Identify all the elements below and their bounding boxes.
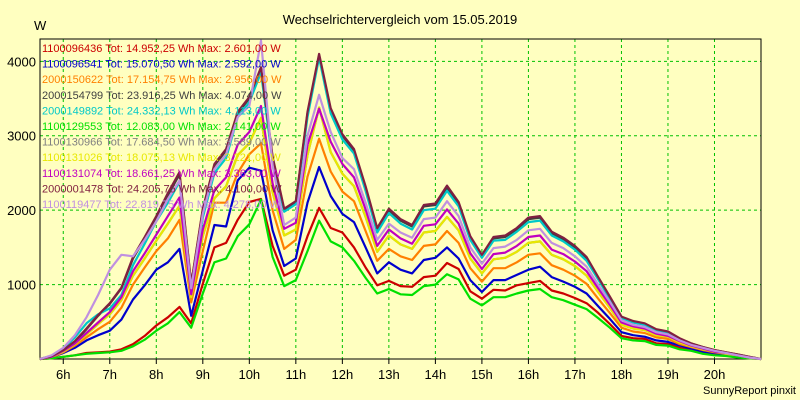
x-tick-label: 15h [471,367,493,382]
x-tick-label: 18h [611,367,633,382]
x-tick-label: 7h [103,367,117,382]
series-line-10 [39,52,762,361]
y-tick-label: 4000 [7,54,36,69]
x-tick-label: 20h [704,367,726,382]
series-line-8 [39,106,762,361]
x-tick-label: 13h [378,367,400,382]
series-line-11 [39,39,762,361]
x-tick-label: 8h [149,367,163,382]
legend: 1100096436 Tot: 14.952,25 Wh Max: 2.601,… [42,43,282,211]
series-line-3 [39,137,762,361]
x-tick-label: 12h [332,367,354,382]
legend-entry-4: 2000154799 Tot: 23.916,25 Wh Max: 4.074,… [42,90,282,102]
series-line-9 [39,104,762,361]
x-tick-label: 19h [657,367,679,382]
axis-labels: 6h 7h 8h 9h 10h 11h 12h 13h 14h 15h 16h 17h 18h 19h 20… [7,54,725,382]
y-tick-label: 2000 [7,203,36,218]
series-layer [39,39,762,361]
legend-entry-11: 1100119477 Tot: 22.819,75 Wh Max: 4.278,… [42,199,281,211]
footer-credit: SunnyReport pinxit [703,385,796,397]
legend-entry-5: 2000149892 Tot: 24.332,13 Wh Max: 4.113,… [42,105,281,117]
legend-entry-9: 1100131074 Tot: 18.661,25 Wh Max: 3.363,… [42,168,281,180]
x-tick-label: 14h [425,367,447,382]
series-line-1 [39,197,762,361]
y-tick-label: 1000 [7,278,36,293]
x-tick-label: 10h [238,367,260,382]
series-line-2 [39,165,762,361]
y-axis-unit-label: W [34,18,47,33]
legend-entry-3: 2000150622 Tot: 17.154,75 Wh Max: 2.956,… [42,74,282,86]
x-tick-label: 9h [196,367,210,382]
legend-entry-6: 1100129553 Tot: 12.083,00 Wh Max: 2.141,… [42,121,281,133]
legend-entry-8: 1100131026 Tot: 18.075,13 Wh Max: 3.221,… [42,152,281,164]
legend-entry-7: 1100130966 Tot: 17.684,50 Wh Max: 3.589,… [42,137,281,149]
x-tick-label: 16h [518,367,540,382]
legend-entry-1: 1100096436 Tot: 14.952,25 Wh Max: 2.601,… [42,43,281,55]
legend-entry-10: 2000001478 Tot: 24.205,75 Wh Max: 4.100,… [42,183,282,195]
chart-title: Wechselrichtervergleich vom 15.05.2019 [283,12,518,27]
legend-entry-2: 1100096541 Tot: 15.070,50 Wh Max: 2.592,… [42,59,281,71]
plot-area-frame [39,38,762,360]
series-line-6 [39,198,762,361]
x-tick-label: 11h [285,367,306,382]
x-tick-label: 17h [564,367,586,382]
x-tick-label: 6h [56,367,70,382]
y-tick-label: 3000 [7,129,36,144]
